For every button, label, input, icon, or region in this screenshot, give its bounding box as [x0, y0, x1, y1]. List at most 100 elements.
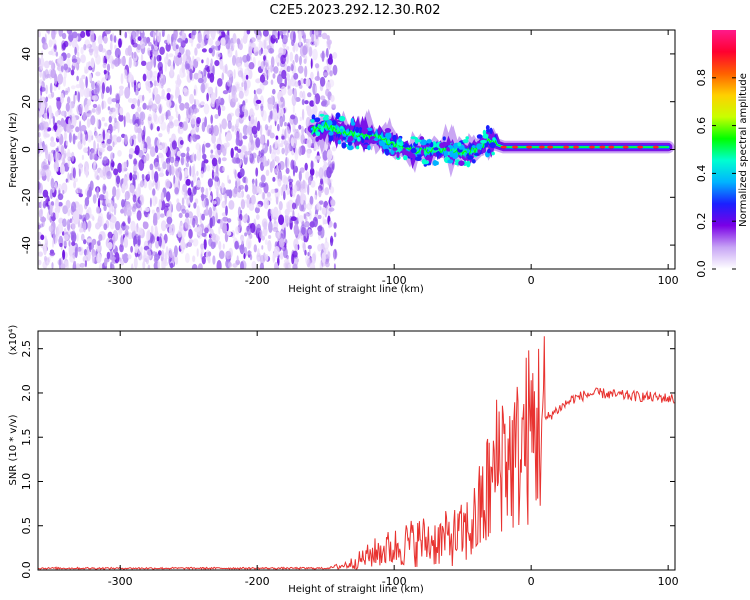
noise-speckle	[177, 229, 182, 238]
noise-speckle	[287, 88, 293, 96]
noise-speckle	[192, 217, 196, 228]
noise-speckle	[197, 77, 204, 84]
noise-speckle	[181, 197, 185, 206]
noise-speckle	[136, 106, 142, 113]
noise-speckle	[42, 200, 47, 209]
noise-speckle	[150, 234, 156, 244]
noise-speckle	[107, 129, 111, 135]
noise-speckle	[201, 163, 207, 173]
noise-speckle	[137, 30, 140, 35]
noise-speckle	[114, 44, 117, 50]
noise-speckle	[142, 73, 147, 82]
noise-speckle	[298, 215, 304, 223]
noise-speckle	[288, 263, 292, 269]
noise-speckle	[290, 159, 295, 170]
noise-speckle	[257, 256, 260, 262]
noise-speckle	[283, 190, 286, 201]
noise-speckle	[103, 204, 107, 212]
noise-speckle	[158, 106, 162, 113]
noise-speckle	[228, 262, 233, 268]
noise-speckle	[38, 112, 42, 118]
noise-speckle	[94, 84, 100, 95]
noise-speckle	[151, 103, 158, 112]
noise-speckle	[124, 190, 130, 201]
signal-blob	[467, 155, 474, 160]
noise-speckle	[327, 57, 333, 65]
noise-speckle	[196, 226, 203, 236]
noise-speckle	[173, 119, 180, 127]
noise-speckle	[193, 202, 197, 209]
noise-speckle	[133, 138, 137, 148]
noise-speckle	[267, 129, 270, 137]
noise-speckle	[220, 37, 226, 46]
noise-speckle	[58, 55, 64, 65]
noise-speckle	[118, 85, 124, 90]
signal-blob	[385, 149, 390, 156]
signal-blob	[392, 147, 398, 151]
noise-speckle	[79, 106, 82, 115]
signal-peak-mark	[538, 145, 545, 149]
noise-speckle	[282, 114, 286, 123]
noise-speckle	[304, 162, 308, 171]
noise-speckle	[281, 47, 287, 56]
noise-speckle	[290, 137, 295, 147]
signal-blob	[451, 152, 459, 159]
noise-speckle	[281, 147, 285, 155]
noise-speckle	[294, 53, 299, 63]
noise-speckle	[148, 180, 153, 191]
noise-speckle	[196, 43, 201, 49]
noise-speckle	[174, 160, 179, 167]
noise-speckle	[173, 175, 176, 185]
noise-speckle	[262, 226, 268, 237]
noise-speckle	[60, 144, 65, 155]
snr-panel: -300 -200 -100 0 100 0.0 0.5 1.0 1.5 2.0 2.5 Heig…	[8, 325, 679, 595]
noise-speckle	[304, 65, 308, 78]
signal-blob	[443, 150, 449, 157]
noise-speckle	[111, 256, 116, 261]
noise-speckle	[206, 57, 210, 66]
noise-speckle	[51, 38, 57, 46]
noise-speckle	[262, 30, 269, 37]
noise-speckle	[138, 117, 142, 129]
noise-speckle	[84, 260, 87, 268]
noise-speckle	[296, 258, 300, 263]
noise-speckle	[116, 187, 121, 199]
noise-speckle	[38, 131, 41, 138]
noise-speckle	[330, 94, 335, 103]
noise-speckle	[82, 220, 87, 233]
noise-speckle	[104, 122, 108, 127]
noise-speckle	[106, 145, 113, 152]
noise-speckle	[113, 35, 117, 43]
noise-speckle	[68, 117, 71, 127]
noise-speckle	[242, 135, 248, 140]
noise-speckle	[59, 242, 63, 248]
spectrogram-signal-track	[305, 108, 675, 178]
noise-speckle	[213, 124, 220, 137]
noise-speckle	[257, 248, 260, 256]
noise-speckle	[192, 238, 199, 247]
noise-speckle	[165, 42, 171, 52]
noise-speckle	[218, 96, 221, 104]
noise-speckle	[193, 99, 200, 106]
noise-speckle	[280, 85, 287, 96]
noise-speckle	[244, 150, 248, 158]
noise-speckle	[221, 182, 225, 189]
noise-speckle	[207, 86, 214, 95]
noise-speckle	[166, 87, 171, 93]
noise-speckle	[305, 255, 309, 265]
noise-speckle	[92, 194, 97, 204]
noise-speckle	[109, 41, 113, 52]
noise-speckle	[170, 156, 175, 164]
colorbar-tick-label: 0.6	[695, 117, 708, 135]
signal-blob	[342, 136, 347, 140]
noise-speckle	[248, 61, 255, 70]
spectrogram-noise-region	[38, 30, 338, 269]
noise-speckle	[117, 162, 123, 173]
noise-speckle	[171, 133, 176, 139]
noise-speckle	[119, 243, 124, 253]
noise-speckle	[320, 95, 326, 101]
noise-speckle	[321, 50, 325, 63]
noise-speckle	[277, 178, 282, 187]
noise-speckle	[307, 252, 310, 257]
noise-speckle	[58, 30, 63, 37]
